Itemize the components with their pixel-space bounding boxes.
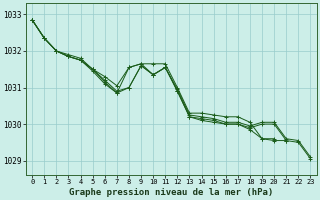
X-axis label: Graphe pression niveau de la mer (hPa): Graphe pression niveau de la mer (hPa): [69, 188, 274, 197]
